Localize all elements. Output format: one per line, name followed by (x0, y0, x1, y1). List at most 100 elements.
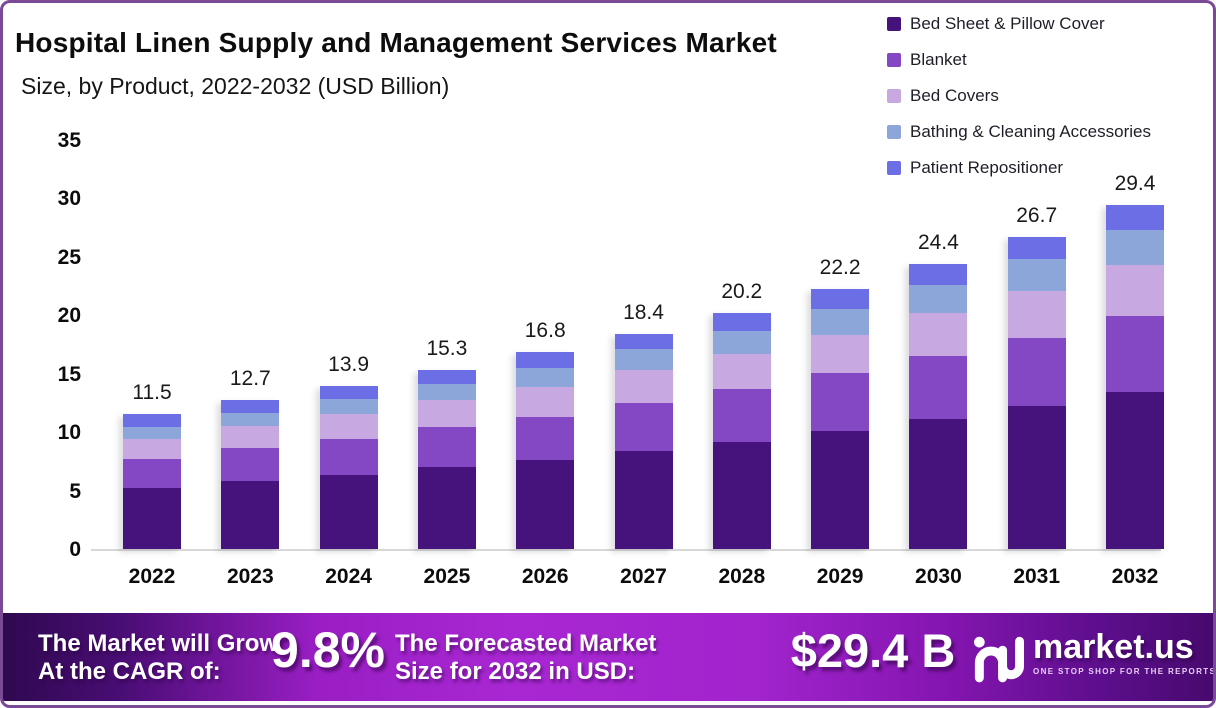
bar-total-label: 29.4 (1114, 172, 1156, 195)
legend-swatch-icon (887, 125, 901, 139)
legend-swatch-icon (887, 89, 901, 103)
bar-segment (1007, 237, 1066, 260)
brand-name: market.us (1033, 628, 1194, 666)
bar-segment (811, 430, 870, 549)
bar-segment (1007, 259, 1066, 291)
bar-segment (909, 264, 968, 286)
bar-segment (417, 384, 476, 401)
bar-segment (811, 334, 870, 374)
bar-segment (1007, 290, 1066, 338)
growth-blurb-line2: At the CAGR of: (38, 658, 221, 685)
growth-blurb-line1: The Market will Grow (38, 630, 279, 657)
legend-item: Bed Covers (887, 85, 1151, 107)
bar-segment (1106, 392, 1164, 549)
forecast-blurb-line1: The Forecasted Market (395, 630, 657, 657)
bar-2030 (909, 264, 968, 549)
bar-total-label: 20.2 (721, 280, 763, 303)
bar-segment (516, 416, 575, 460)
legend-item: Bathing & Cleaning Accessories (887, 121, 1151, 143)
y-axis-tick-label: 0 (69, 538, 81, 561)
bar-segment (221, 448, 280, 481)
x-axis-tick-label: 2024 (325, 565, 372, 588)
y-axis-tick-label: 10 (57, 421, 81, 444)
x-axis-tick-label: 2026 (521, 565, 569, 588)
bar-2025 (417, 370, 476, 549)
bar-segment (319, 438, 378, 476)
x-axis-tick-label: 2031 (1013, 565, 1061, 588)
brand-block: market.us ONE STOP SHOP FOR THE REPORTS (1033, 628, 1213, 676)
bar-segment (417, 467, 476, 549)
bar-segment (319, 414, 378, 439)
bar-segment (319, 475, 378, 549)
bar-segment (614, 402, 673, 451)
x-axis-tick-label: 2027 (620, 565, 667, 588)
bar-segment (319, 386, 378, 399)
chart-legend: Bed Sheet & Pillow Cover Blanket Bed Cover… (887, 13, 1151, 193)
bar-2022 (123, 414, 181, 549)
x-axis-tick-label: 2030 (915, 565, 962, 588)
bar-segment (516, 352, 575, 369)
legend-label: Bed Sheet & Pillow Cover (910, 14, 1105, 33)
forecast-blurb-line2: Size for 2032 in USD: (395, 658, 636, 685)
bar-segment (614, 370, 673, 403)
bar-total-label: 16.8 (524, 319, 566, 342)
bar-segment (221, 400, 280, 413)
bar-segment (811, 373, 870, 431)
brand-logo-icon (971, 635, 1027, 690)
bar-2023 (221, 400, 280, 549)
legend-item: Blanket (887, 49, 1151, 71)
growth-blurb: The Market will Grow At the CAGR of: (38, 630, 278, 686)
bar-segment (614, 349, 673, 371)
x-axis-tick-label: 2029 (816, 565, 864, 588)
y-axis-tick-label: 15 (57, 362, 81, 386)
bar-total-label: 18.4 (623, 301, 664, 324)
bar-segment (123, 426, 181, 439)
bar-segment (1106, 229, 1164, 265)
y-axis-tick-label: 35 (57, 128, 81, 152)
bar-2029 (811, 289, 870, 549)
forecast-value: $29.4 B (790, 624, 956, 677)
bar-2032 (1106, 205, 1164, 549)
legend-item: Bed Sheet & Pillow Cover (887, 13, 1151, 35)
bar-total-label: 24.4 (917, 231, 959, 254)
bar-segment (614, 450, 673, 549)
bar-segment (712, 330, 771, 354)
bar-segment (712, 353, 771, 389)
bar-2031 (1007, 237, 1066, 549)
legend-label: Patient Repositioner (910, 158, 1064, 177)
x-axis-tick-label: 2032 (1111, 565, 1159, 588)
bar-total-label: 15.3 (426, 337, 468, 360)
bar-segment (712, 388, 771, 442)
bar-segment (909, 356, 968, 420)
bar-segment (123, 458, 181, 488)
legend-label: Bed Covers (910, 86, 999, 105)
footer-banner: The Market will Grow At the CAGR of: 9.8… (3, 613, 1213, 701)
bar-segment (1007, 406, 1066, 549)
x-axis-tick-label: 2025 (423, 565, 471, 588)
x-axis-line (91, 549, 1161, 551)
bar-segment (909, 285, 968, 314)
legend-swatch-icon (887, 53, 901, 67)
bar-segment (221, 425, 280, 449)
bar-segment (417, 427, 476, 468)
bar-segment (712, 441, 771, 549)
legend-swatch-icon (887, 161, 901, 175)
bar-segment (811, 289, 870, 309)
forecast-blurb: The Forecasted Market Size for 2032 in U… (395, 630, 656, 686)
y-axis-tick-label: 25 (57, 245, 81, 269)
bar-segment (1106, 316, 1164, 393)
bar-segment (811, 308, 870, 335)
bar-total-label: 26.7 (1016, 204, 1058, 227)
bar-segment (516, 459, 575, 549)
page-title: Hospital Linen Supply and Management Ser… (15, 27, 777, 58)
bar-segment (614, 334, 673, 350)
bar-total-label: 22.2 (819, 256, 861, 279)
bar-segment (221, 412, 280, 426)
bar-segment (417, 400, 476, 428)
page-subtitle: Size, by Product, 2022-2032 (USD Billion… (21, 73, 450, 99)
legend-label: Blanket (910, 50, 967, 69)
bar-segment (123, 414, 181, 427)
bar-segment (221, 480, 280, 549)
y-axis-tick-label: 30 (57, 187, 81, 210)
y-axis-tick-label: 20 (57, 304, 81, 327)
